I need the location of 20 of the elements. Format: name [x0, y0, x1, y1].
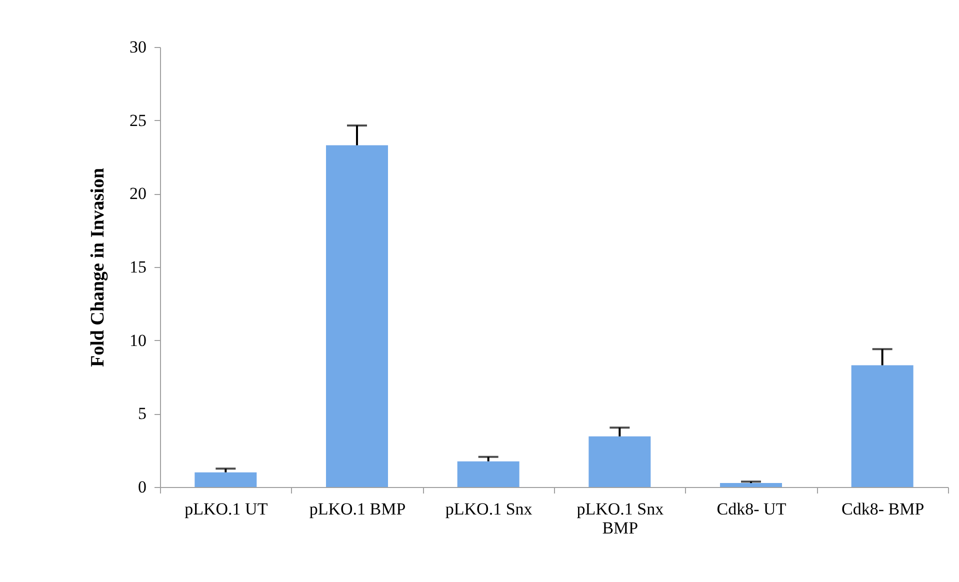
- x-tick-label: pLKO.1 UT: [184, 500, 268, 518]
- bar: [588, 436, 651, 487]
- bar: [720, 483, 782, 487]
- bar: [194, 472, 257, 487]
- y-axis-title: Fold Change in Invasion: [88, 168, 108, 368]
- x-tick-label: Cdk8- BMP: [841, 500, 924, 518]
- bar: [326, 145, 388, 487]
- y-tick-label: 30: [130, 38, 146, 56]
- y-tick-label: 5: [138, 404, 146, 424]
- bar: [457, 461, 520, 487]
- bar: [851, 365, 914, 487]
- y-tick-label: 10: [130, 330, 146, 350]
- y-tick-label: 15: [130, 258, 146, 276]
- x-tick-label: pLKO.1 Snx: [445, 500, 533, 518]
- y-tick-label: 0: [138, 478, 146, 496]
- y-tick-label: 20: [130, 184, 146, 204]
- x-tick-label: pLKO.1 Snx BMP: [576, 500, 664, 538]
- x-tick-label: pLKO.1 BMP: [309, 500, 406, 518]
- x-tick-label: Cdk8- UT: [716, 500, 787, 518]
- y-tick-label: 25: [130, 110, 146, 130]
